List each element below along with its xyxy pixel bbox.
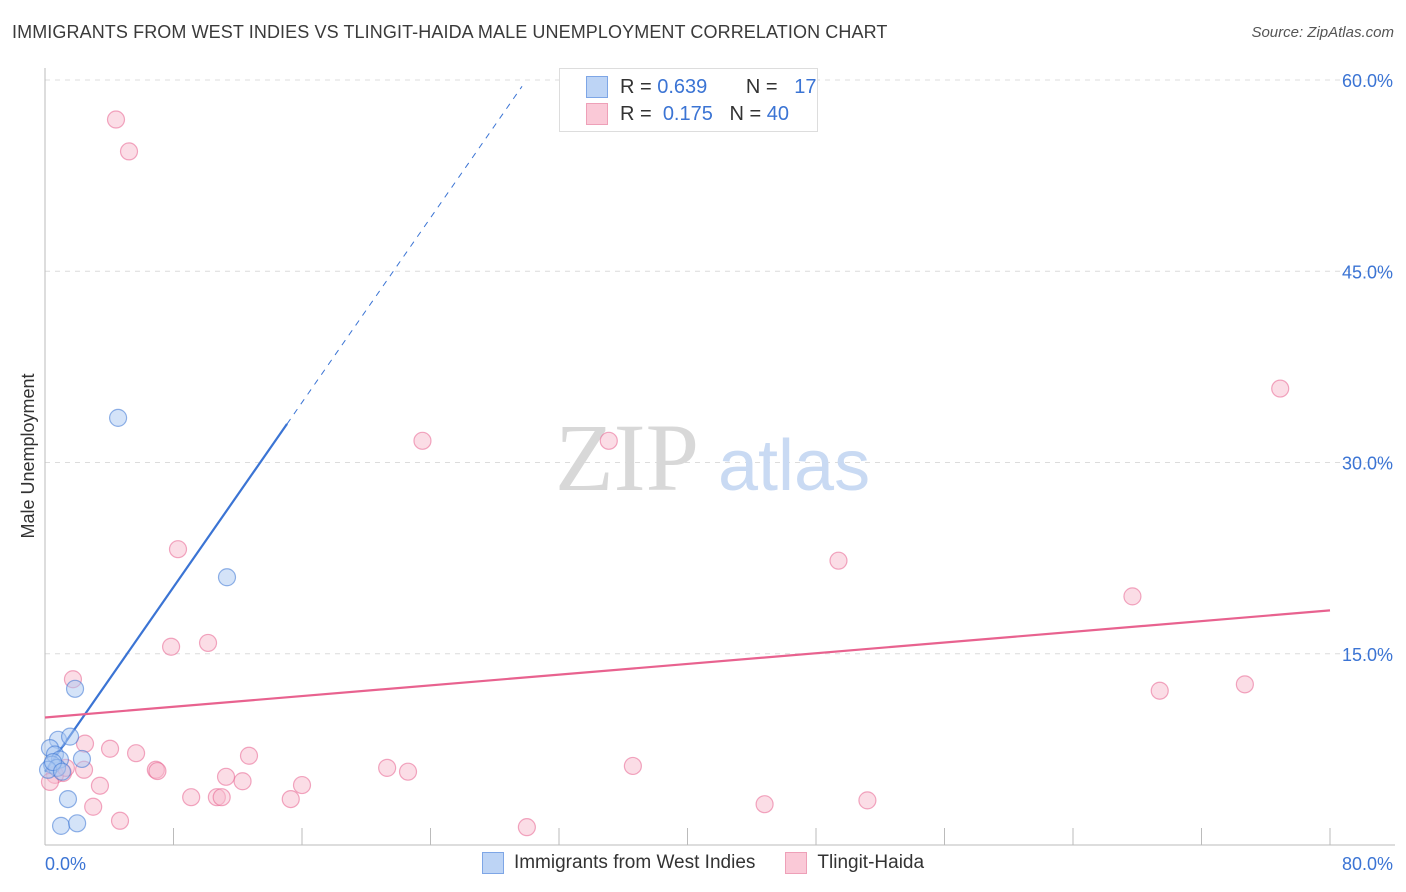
tlingit-haida-point bbox=[90, 776, 110, 795]
tlingit-haida-point bbox=[599, 431, 618, 450]
tlingit-haida-point bbox=[378, 758, 397, 777]
legend-item-west-indies[interactable]: Immigrants from West Indies bbox=[481, 852, 756, 874]
west-indies-point bbox=[60, 727, 80, 746]
tlingit-haida-point bbox=[161, 637, 181, 656]
blue-swatch-icon bbox=[586, 76, 608, 98]
tlingit-haida-point bbox=[233, 772, 252, 791]
tlingit-haida-point bbox=[106, 110, 126, 129]
tlingit-haida-point bbox=[858, 791, 877, 810]
tlingit-haida-point bbox=[198, 633, 218, 653]
tlingit-haida-trend-line bbox=[44, 609, 1331, 719]
pink-swatch-icon bbox=[586, 103, 608, 125]
tlingit-haida-point bbox=[1235, 675, 1254, 694]
tlingit-haida-point bbox=[623, 756, 642, 776]
west-indies-point bbox=[68, 814, 87, 833]
correlation-legend: R = 0.639 N = 17 R = 0.175 N = 40 bbox=[559, 68, 818, 132]
watermark-atlas: atlas bbox=[718, 426, 870, 506]
y-tick-label: 45.0% bbox=[1342, 262, 1393, 282]
tlingit-haida-point bbox=[755, 795, 774, 814]
watermark-zip: ZIP bbox=[555, 404, 699, 511]
legend-label: Tlingit-Haida bbox=[817, 852, 925, 873]
tlingit-haida-point bbox=[517, 818, 536, 837]
y-tick-label: 30.0% bbox=[1342, 454, 1393, 474]
tlingit-haida-point bbox=[1271, 379, 1290, 398]
tlingit-haida-point bbox=[119, 142, 139, 161]
legend-label: Immigrants from West Indies bbox=[513, 852, 756, 873]
west-indies-point bbox=[52, 762, 72, 781]
tlingit-haida-point bbox=[84, 797, 103, 816]
tlingit-haida-point bbox=[216, 767, 236, 786]
tlingit-haida-point bbox=[182, 788, 201, 807]
tlingit-haida-point bbox=[168, 540, 188, 559]
n-label: N = bbox=[745, 75, 778, 98]
axis-labels: 15.0% 30.0% 45.0% 60.0% 0.0% 80.0% bbox=[45, 71, 1393, 874]
legend-item-tlingit-haida[interactable]: Tlingit-Haida bbox=[785, 852, 924, 874]
n-value: 40 bbox=[766, 102, 790, 125]
tlingit-haida-point bbox=[281, 789, 300, 809]
west-indies-point bbox=[58, 789, 78, 809]
source-label: Source: ZipAtlas.com bbox=[1251, 24, 1394, 41]
gridlines bbox=[45, 79, 1395, 655]
series-legend: Immigrants from West Indies Tlingit-Haid… bbox=[0, 852, 1406, 874]
legend-row-west-indies: R = 0.639 N = 17 bbox=[586, 74, 817, 100]
chart-title: IMMIGRANTS FROM WEST INDIES VS TLINGIT-H… bbox=[12, 22, 888, 42]
x-tick-label: 0.0% bbox=[45, 854, 86, 874]
legend-row-tlingit-haida: R = 0.175 N = 40 bbox=[586, 101, 789, 127]
axes bbox=[44, 68, 1395, 846]
n-label: N = bbox=[729, 102, 762, 125]
y-axis-title: Male Unemployment bbox=[18, 373, 38, 538]
tlingit-haida-point bbox=[239, 746, 259, 765]
west-indies-point bbox=[108, 408, 128, 427]
tlingit-haida-point bbox=[398, 762, 418, 781]
tlingit-haida-point bbox=[292, 775, 312, 795]
n-value: 17 bbox=[794, 75, 817, 98]
data-points bbox=[38, 110, 1290, 837]
tlingit-haida-point bbox=[413, 431, 432, 450]
tlingit-haida-point bbox=[110, 811, 130, 830]
tlingit-haida-point bbox=[829, 551, 848, 570]
tlingit-haida-point bbox=[212, 788, 231, 807]
r-value: 0.175 bbox=[662, 102, 713, 125]
tlingit-haida-point bbox=[1123, 587, 1142, 606]
west-indies-point bbox=[65, 679, 85, 698]
west-indies-point bbox=[72, 749, 92, 769]
tlingit-haida-point bbox=[100, 739, 120, 758]
west-indies-trend-extension bbox=[286, 86, 523, 425]
y-tick-label: 15.0% bbox=[1342, 645, 1393, 665]
tlingit-haida-point bbox=[126, 744, 146, 763]
trend-lines bbox=[44, 86, 1331, 773]
tlingit-haida-point bbox=[1150, 681, 1169, 700]
tlingit-haida-point bbox=[148, 761, 167, 781]
west-indies-point bbox=[51, 816, 71, 835]
west-indies-trend-line bbox=[44, 423, 288, 773]
y-tick-label: 60.0% bbox=[1342, 71, 1393, 91]
pink-swatch-icon bbox=[785, 852, 808, 874]
r-label: R = bbox=[620, 102, 652, 125]
r-label: R = bbox=[620, 75, 652, 98]
west-indies-point bbox=[217, 568, 237, 587]
x-tick-label: 80.0% bbox=[1342, 854, 1393, 874]
blue-swatch-icon bbox=[481, 852, 504, 874]
r-value: 0.639 bbox=[657, 75, 708, 98]
